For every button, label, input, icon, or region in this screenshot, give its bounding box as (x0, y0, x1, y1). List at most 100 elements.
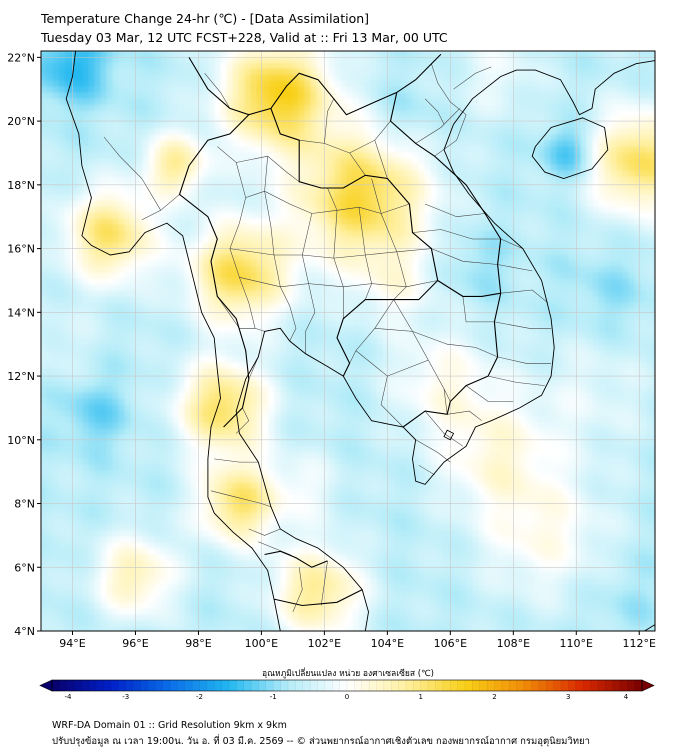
colorbar-segment (192, 680, 200, 691)
colorbar-segment (398, 680, 407, 691)
colorbar-segment (442, 680, 451, 691)
colorbar-tick-label: -3 (122, 693, 129, 701)
footer-credits: ปรับปรุงข้อมูล ณ เวลา 19:00น. วัน อ. ที่… (52, 736, 590, 747)
country-border (270, 108, 439, 377)
province-boundary (371, 178, 382, 214)
latitude-tick-label: 10°N (7, 434, 35, 447)
colorbar-segment (487, 680, 495, 691)
colorbar-segment (406, 680, 414, 691)
colorbar-segment (52, 680, 60, 691)
province-boundary (447, 410, 482, 421)
colorbar-segment (354, 680, 363, 691)
colorbar-max-arrow (641, 679, 655, 692)
province-boundary (324, 98, 335, 144)
colorbar-segment (118, 680, 127, 691)
latitude-tick-label: 8°N (14, 498, 35, 511)
colorbar-segment (258, 680, 267, 691)
province-boundary (320, 560, 328, 606)
province-boundary (500, 238, 523, 249)
province-boundary (431, 248, 498, 265)
province-boundary (380, 213, 407, 300)
colorbar-segment (339, 680, 348, 691)
temperature-field (41, 51, 655, 631)
colorbar-segment (612, 680, 621, 691)
latitude-tick-label: 20°N (7, 115, 35, 128)
province-boundary (465, 385, 514, 402)
province-boundary (236, 407, 250, 434)
colorbar-segment (560, 680, 569, 691)
province-boundary (374, 328, 498, 358)
colorbar-segment (302, 680, 311, 691)
province-boundary (380, 376, 404, 428)
province-boundary (418, 465, 435, 476)
island (443, 429, 455, 441)
province-boundary (217, 296, 265, 332)
colorbar-segment (170, 680, 178, 691)
province-boundary (443, 388, 448, 415)
colorbar-tick-label: -4 (65, 693, 73, 701)
colorbar-segment (155, 680, 164, 691)
latitude-ticks: 22°N 20°N 18°N 16°N 14°N 12°N 10°N 8°N 6°N 4°N (7, 51, 41, 638)
latitude-tick-label: 22°N (7, 51, 35, 64)
colorbar-segment (538, 680, 547, 691)
province-boundary (494, 321, 552, 329)
province-boundary (453, 66, 492, 90)
province-boundary (302, 213, 316, 354)
colorbar-tick-label: 1 (419, 693, 423, 701)
latitude-tick-label: 12°N (7, 370, 35, 383)
colorbar-segment (162, 680, 171, 691)
province-boundary (248, 528, 281, 536)
map-subtitle: Tuesday 03 Mar, 12 UTC FCST+228, Valid a… (41, 30, 448, 45)
colorbar-segment (435, 680, 444, 691)
province-boundary (327, 187, 338, 211)
colorbar-segment (147, 680, 156, 691)
colorbar-segment (74, 680, 82, 691)
colorbar-segment (383, 680, 392, 691)
province-boundary (415, 108, 460, 144)
colorbar-segment (236, 680, 245, 691)
colorbar-segment (288, 680, 296, 691)
province-boundary (412, 229, 501, 240)
colorbar-segment (516, 680, 525, 691)
longitude-tick-label: 112°E (623, 637, 656, 650)
longitude-tick-label: 96°E (122, 637, 148, 650)
colorbar-segment (420, 680, 429, 691)
geographic-boundaries (65, 51, 655, 631)
colorbar-segment (199, 680, 208, 691)
colorbar-label: อุณหภูมิเปลี่ยนแปลง หน่วย องศาเซลเซียส (… (262, 667, 434, 679)
colorbar-segment (251, 680, 259, 691)
colorbar-segment (457, 680, 466, 691)
colorbar-segment (472, 680, 481, 691)
colorbar-tick-label: 2 (492, 693, 496, 701)
colorbar-segment (347, 680, 355, 691)
colorbar-segment (634, 680, 643, 691)
colorbar-segment (243, 680, 252, 691)
province-boundary (374, 140, 388, 179)
colorbar-segment (494, 680, 503, 691)
province-boundary (462, 296, 495, 323)
latitude-tick-label: 14°N (7, 306, 35, 319)
province-boundary (424, 98, 445, 125)
colorbar-segment (605, 680, 613, 691)
colorbar-segment (509, 680, 518, 691)
province-boundary (488, 375, 545, 386)
latitude-tick-label: 18°N (7, 179, 35, 192)
colorbar-segment (229, 680, 237, 691)
coastline (643, 624, 655, 631)
latitude-tick-label: 4°N (14, 625, 35, 638)
map-frame (40, 50, 656, 632)
province-boundary (264, 156, 297, 342)
colorbar-segment (295, 680, 304, 691)
province-boundary (349, 152, 366, 176)
province-boundary (210, 490, 271, 507)
colorbar-segment (184, 680, 193, 691)
coastline (235, 60, 655, 631)
colorbar-segment (280, 680, 289, 691)
colorbar-segment (103, 680, 112, 691)
province-boundary (245, 190, 410, 214)
colorbar-segment (133, 680, 141, 691)
colorbar-segment (317, 680, 326, 691)
colorbar-segment (206, 680, 215, 691)
colorbar-segment (376, 680, 385, 691)
colorbar-segment (324, 680, 333, 691)
